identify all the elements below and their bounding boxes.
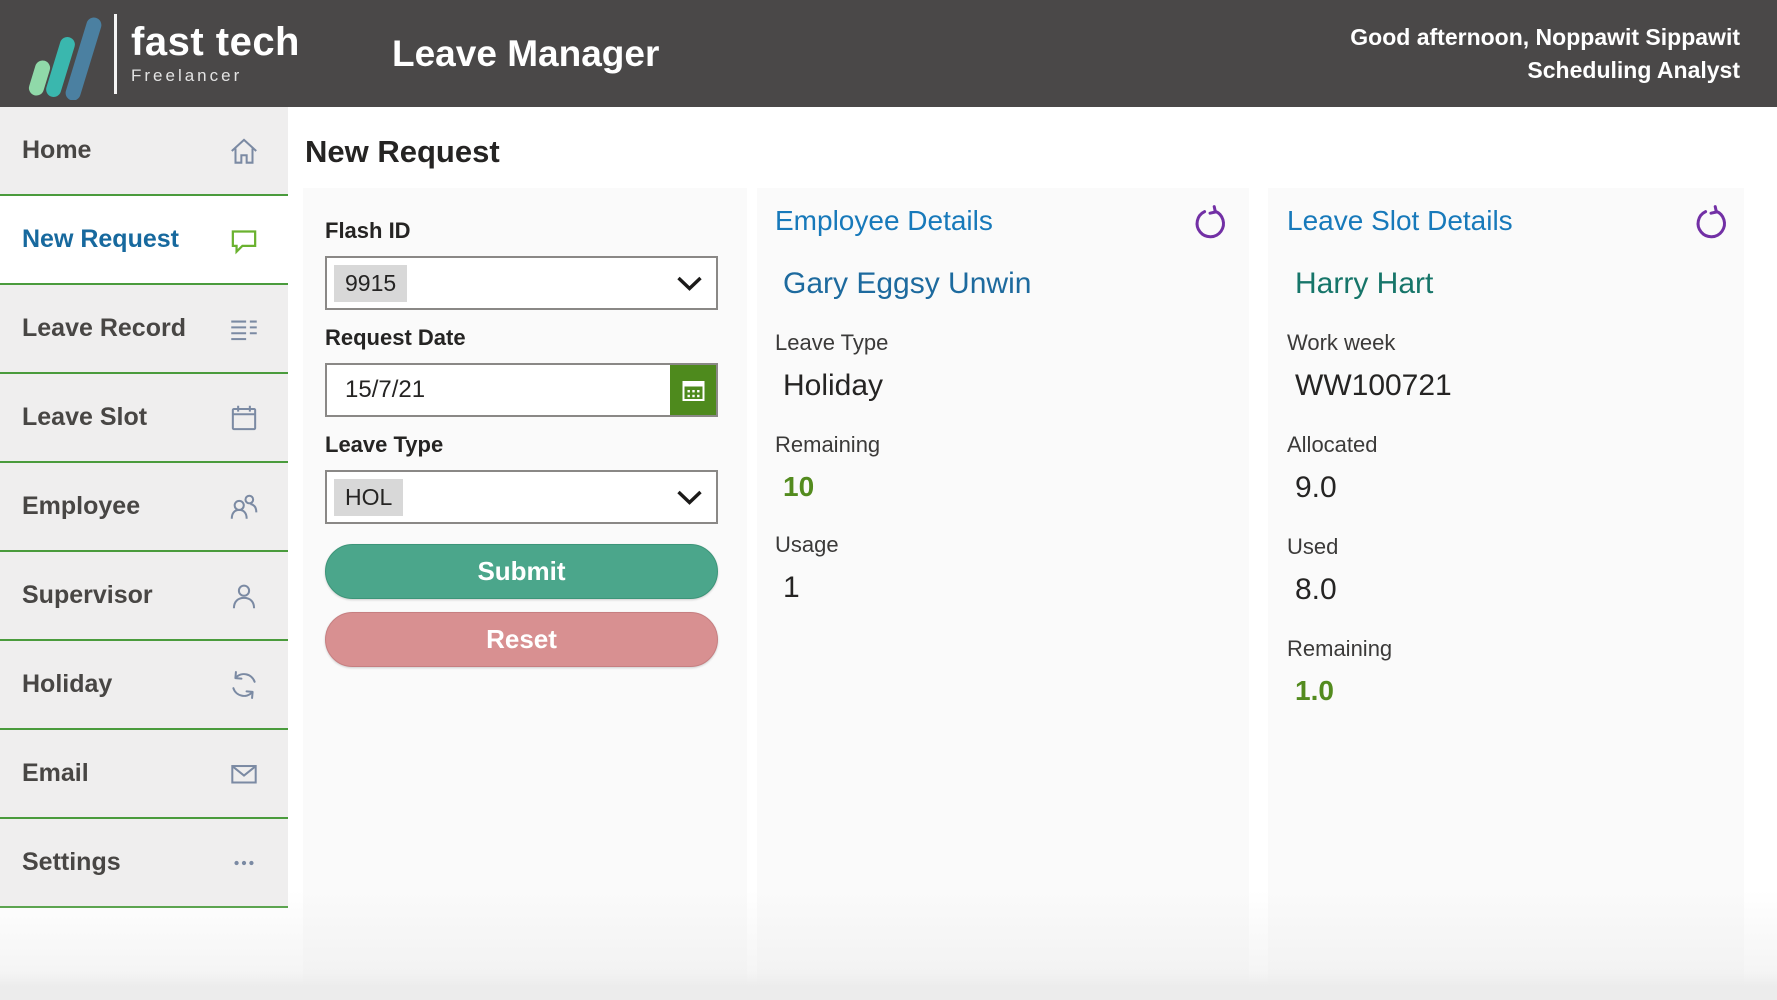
greeting-line: Good afternoon, Noppawit Sippawit xyxy=(1350,24,1740,51)
sidebar-item-label: Holiday xyxy=(22,670,113,698)
person-icon xyxy=(226,578,262,614)
sidebar-item-email[interactable]: Email xyxy=(0,730,288,819)
sidebar-item-leave-record[interactable]: Leave Record xyxy=(0,285,288,374)
field-value-remaining: 1.0 xyxy=(1295,675,1334,706)
sidebar-item-holiday[interactable]: Holiday xyxy=(0,641,288,730)
calendar-icon xyxy=(682,380,704,401)
leave-type-dropdown[interactable]: HOL xyxy=(325,470,718,524)
chevron-down-icon xyxy=(676,489,703,506)
calendar-icon xyxy=(226,400,262,436)
sidebar-nav: Home New Request Leave Record Leave Slot… xyxy=(0,107,288,908)
field-label: Work week xyxy=(1287,330,1396,355)
sidebar-item-label: Email xyxy=(22,759,89,787)
logo-subtitle-text: Freelancer xyxy=(131,65,243,85)
home-icon xyxy=(226,133,262,169)
list-icon xyxy=(226,311,262,347)
chat-icon xyxy=(226,222,262,258)
request-date-input[interactable]: 15/7/21 xyxy=(325,363,718,417)
people-icon xyxy=(226,489,262,525)
logo-divider xyxy=(114,13,117,94)
sidebar-item-label: Employee xyxy=(22,492,141,520)
request-date-value: 15/7/21 xyxy=(345,376,426,403)
sidebar-item-home[interactable]: Home xyxy=(0,107,288,196)
field-label: Leave Type xyxy=(775,330,889,355)
flash-id-label: Flash ID xyxy=(325,218,411,243)
field-label: Usage xyxy=(775,532,839,557)
reset-button[interactable]: Reset xyxy=(325,612,718,667)
user-greeting: Good afternoon, Noppawit Sippawit Schedu… xyxy=(1350,21,1777,85)
leave-type-label: Leave Type xyxy=(325,432,444,457)
logo-brand-text: fast tech xyxy=(131,19,300,64)
logo-bars-icon xyxy=(28,17,102,100)
employee-details-title: Employee Details xyxy=(775,205,993,236)
sidebar-item-new-request[interactable]: New Request xyxy=(0,196,288,285)
logo: fast tech Freelancer xyxy=(0,0,300,107)
leave-slot-details-panel: Leave Slot Details Harry Hart Work week … xyxy=(1268,188,1744,1000)
employee-details-panel: Employee Details Gary Eggsy Unwin Leave … xyxy=(757,188,1249,1000)
app-title: Leave Manager xyxy=(392,32,660,74)
field-label: Remaining xyxy=(1287,636,1393,661)
new-request-form-card: Flash ID 9915 Request Date 15/7/21 Leave… xyxy=(303,188,747,1000)
sidebar-item-label: Supervisor xyxy=(22,581,153,609)
field-value: 9.0 xyxy=(1295,471,1337,504)
sync-icon xyxy=(226,667,262,703)
field-label: Remaining xyxy=(775,432,881,457)
mail-icon xyxy=(226,756,262,792)
refresh-icon[interactable] xyxy=(1191,205,1229,243)
employee-name: Gary Eggsy Unwin xyxy=(783,267,1032,300)
app-header: fast tech Freelancer Leave Manager Good … xyxy=(0,0,1777,107)
sidebar-item-label: Settings xyxy=(22,848,121,876)
leave-slot-details-title: Leave Slot Details xyxy=(1287,205,1513,236)
page-title: New Request xyxy=(305,134,500,169)
submit-button[interactable]: Submit xyxy=(325,544,718,599)
ellipsis-icon xyxy=(226,845,262,881)
leave-type-value: HOL xyxy=(334,478,404,516)
sidebar-item-label: Leave Slot xyxy=(22,403,148,431)
request-date-label: Request Date xyxy=(325,325,466,350)
sidebar-item-supervisor[interactable]: Supervisor xyxy=(0,552,288,641)
date-picker-button[interactable] xyxy=(670,365,716,415)
field-label: Allocated xyxy=(1287,432,1378,457)
flash-id-dropdown[interactable]: 9915 xyxy=(325,256,718,310)
sidebar-item-employee[interactable]: Employee xyxy=(0,463,288,552)
flash-id-value: 9915 xyxy=(334,264,408,302)
sidebar-item-label: Home xyxy=(22,136,92,164)
chevron-down-icon xyxy=(676,275,703,292)
field-value: WW100721 xyxy=(1295,369,1452,402)
field-label: Used xyxy=(1287,534,1339,559)
sidebar-item-settings[interactable]: Settings xyxy=(0,819,288,908)
field-value: 8.0 xyxy=(1295,573,1337,606)
field-value-remaining: 10 xyxy=(783,471,815,502)
sidebar-item-label: New Request xyxy=(22,225,179,253)
field-value: Holiday xyxy=(783,369,884,402)
field-value: 1 xyxy=(783,571,800,604)
refresh-icon[interactable] xyxy=(1692,205,1730,243)
slot-owner-name: Harry Hart xyxy=(1295,267,1434,300)
sidebar-item-label: Leave Record xyxy=(22,314,186,342)
user-role: Scheduling Analyst xyxy=(1527,56,1740,83)
sidebar-item-leave-slot[interactable]: Leave Slot xyxy=(0,374,288,463)
